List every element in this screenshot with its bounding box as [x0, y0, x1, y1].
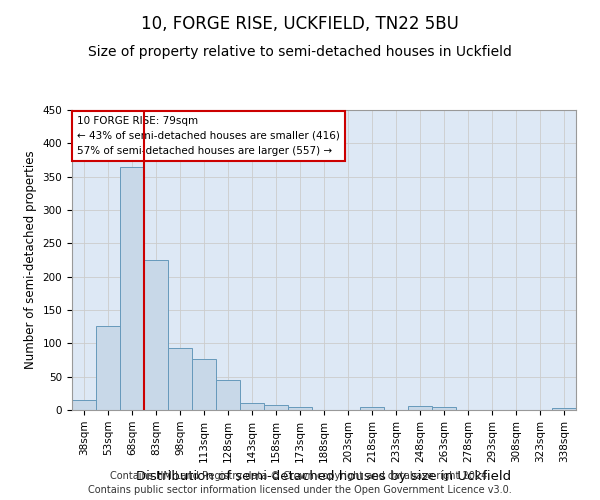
- Bar: [240, 404, 264, 410]
- X-axis label: Distribution of semi-detached houses by size in Uckfield: Distribution of semi-detached houses by …: [136, 470, 512, 483]
- Bar: [192, 358, 216, 410]
- Bar: [168, 348, 192, 410]
- Bar: [144, 260, 168, 410]
- Bar: [552, 408, 576, 410]
- Bar: [96, 326, 120, 410]
- Bar: [360, 406, 384, 410]
- Text: 10 FORGE RISE: 79sqm
← 43% of semi-detached houses are smaller (416)
57% of semi: 10 FORGE RISE: 79sqm ← 43% of semi-detac…: [77, 116, 340, 156]
- Bar: [288, 406, 312, 410]
- Text: Contains HM Land Registry data © Crown copyright and database right 2024.
Contai: Contains HM Land Registry data © Crown c…: [88, 471, 512, 495]
- Bar: [120, 166, 144, 410]
- Y-axis label: Number of semi-detached properties: Number of semi-detached properties: [24, 150, 37, 370]
- Bar: [72, 400, 96, 410]
- Bar: [408, 406, 432, 410]
- Bar: [264, 406, 288, 410]
- Text: Size of property relative to semi-detached houses in Uckfield: Size of property relative to semi-detach…: [88, 45, 512, 59]
- Bar: [216, 380, 240, 410]
- Text: 10, FORGE RISE, UCKFIELD, TN22 5BU: 10, FORGE RISE, UCKFIELD, TN22 5BU: [141, 15, 459, 33]
- Bar: [432, 408, 456, 410]
